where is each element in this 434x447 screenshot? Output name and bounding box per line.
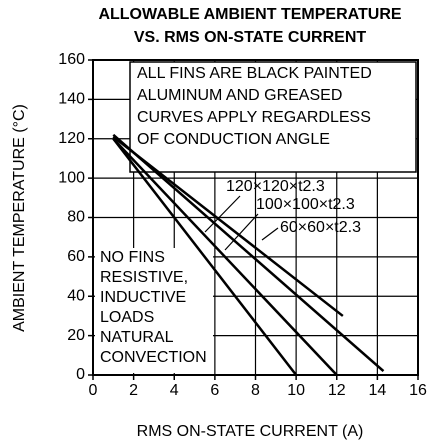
note-text: CONVECTION: [100, 349, 207, 366]
y-axis-label: AMBIENT TEMPERATURE (°C): [11, 104, 28, 332]
leader-line: [224, 213, 259, 251]
note-text: OF CONDUCTION ANGLE: [137, 131, 330, 148]
note-text: NATURAL: [100, 329, 174, 346]
y-tick-label: 20: [67, 327, 85, 344]
y-tick-label: 0: [76, 366, 85, 383]
series-line: [112, 137, 298, 376]
note-text: ALL FINS ARE BLACK PAINTED: [137, 65, 372, 82]
plot-frame: [92, 59, 419, 376]
x-tick-label: 0: [89, 382, 98, 399]
x-tick-label: 2: [129, 382, 138, 399]
grid: [88, 59, 419, 380]
lines: [112, 133, 385, 376]
chart-title: ALLOWABLE AMBIENT TEMPERATURE: [98, 6, 401, 23]
note-text: RESISTIVE,: [100, 269, 188, 286]
note-panel: [95, 248, 213, 373]
series-label: NO FINS: [100, 249, 165, 266]
x-tick-label: 12: [328, 382, 346, 399]
x-tick-label: 10: [287, 382, 305, 399]
series-label: 120×120×t2.3: [226, 178, 325, 195]
series-label: 100×100×t2.3: [256, 196, 355, 213]
x-tick-label: 8: [251, 382, 260, 399]
notes: ALL FINS ARE BLACK PAINTED ALUMINUM AND G…: [100, 65, 372, 366]
note-box: [129, 61, 417, 173]
series-line: [112, 137, 338, 376]
leader-line: [261, 227, 279, 241]
y-tick-label: 120: [58, 130, 85, 147]
leader-line: [204, 195, 241, 233]
series-line: [112, 135, 344, 317]
y-tick-label: 60: [67, 248, 85, 265]
note-text: ALUMINUM AND GREASED: [137, 87, 342, 104]
series-label: 60×60×t2.3: [280, 219, 361, 236]
series-line: [112, 133, 385, 373]
note-text: LOADS: [100, 309, 154, 326]
note-text: CURVES APPLY REGARDLESS: [137, 109, 371, 126]
y-tick-label: 80: [67, 209, 85, 226]
x-axis-label: RMS ON-STATE CURRENT (A): [137, 423, 364, 440]
chart-title: VS. RMS ON-STATE CURRENT: [134, 29, 367, 46]
y-tick-label: 140: [58, 91, 85, 108]
x-tick-label: 6: [210, 382, 219, 399]
x-tick-label: 14: [368, 382, 386, 399]
y-tick-label: 160: [58, 51, 85, 68]
x-tick-label: 4: [170, 382, 179, 399]
x-tick-label: 16: [409, 382, 427, 399]
y-tick-label: 40: [67, 287, 85, 304]
note-text: INDUCTIVE: [100, 289, 186, 306]
y-tick-label: 100: [58, 169, 85, 186]
